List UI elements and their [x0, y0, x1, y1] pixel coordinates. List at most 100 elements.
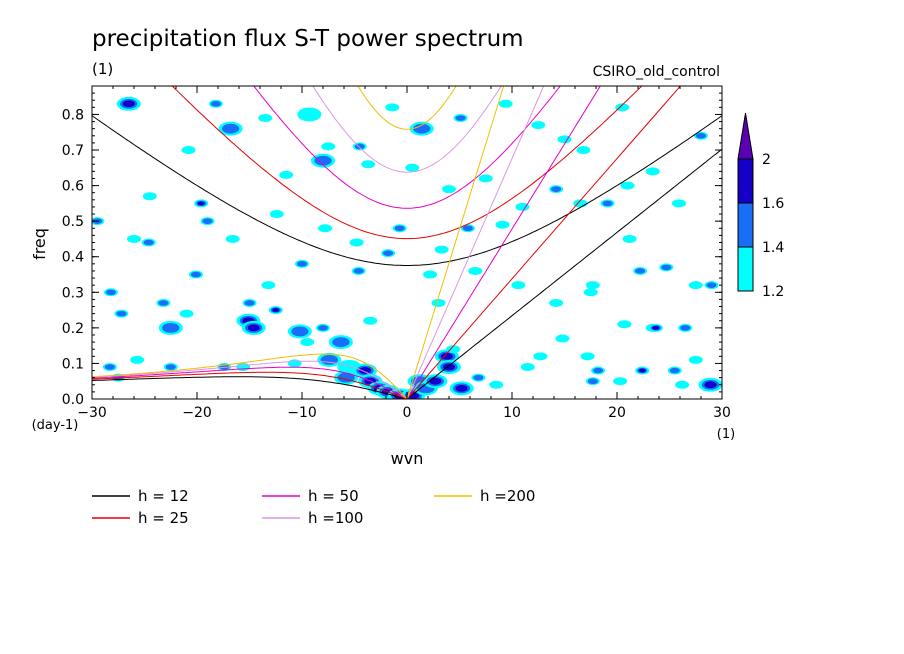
- rossby-wave-curve: [92, 360, 408, 399]
- x-tick-label: −20: [182, 405, 212, 421]
- power-contour: [297, 107, 322, 122]
- power-contour: [385, 103, 400, 112]
- power-contour: [361, 160, 376, 169]
- legend-label: h =100: [308, 509, 363, 527]
- power-contour: [495, 220, 510, 229]
- power-contour: [349, 238, 364, 247]
- power-contour: [622, 234, 637, 243]
- power-contour: [671, 199, 686, 208]
- power-contour: [498, 99, 513, 108]
- power-contour: [413, 123, 431, 134]
- legend: h = 12 h = 25 h = 50 h =100 h =200: [92, 487, 535, 527]
- power-contour: [489, 380, 504, 389]
- power-contour: [359, 367, 371, 374]
- colorbar-label: 1.6: [762, 196, 784, 212]
- power-contour: [638, 368, 646, 373]
- power-contour: [440, 352, 453, 360]
- power-contour: [533, 352, 548, 361]
- power-contour: [576, 146, 591, 155]
- power-contour: [695, 132, 707, 139]
- x-tick-label: −30: [77, 405, 107, 421]
- chart-subtitle-model: CSIRO_old_control: [593, 64, 720, 80]
- power-contour: [661, 264, 672, 271]
- legend-label: h =200: [480, 487, 535, 505]
- power-contour: [258, 114, 273, 123]
- power-contour: [291, 326, 309, 337]
- power-contour: [225, 234, 240, 243]
- power-contour: [221, 123, 240, 134]
- power-contour: [272, 308, 280, 312]
- y-tick-label: 0.5: [62, 214, 84, 230]
- chart-subtitle-unit: (1): [92, 60, 113, 78]
- power-contour: [130, 355, 145, 364]
- kelvin-wave-curve: [406, 86, 682, 399]
- power-contour: [515, 202, 530, 211]
- power-contour: [587, 378, 598, 385]
- x-tick-label: 20: [608, 405, 626, 421]
- power-contour: [583, 288, 598, 297]
- colorbar: 1.2 1.4 1.6 2: [737, 112, 784, 300]
- power-contour: [557, 135, 572, 144]
- power-contour: [179, 309, 194, 318]
- x-axis-label: wvn: [391, 449, 424, 468]
- power-contour: [236, 362, 251, 371]
- axes: −30 −20 −10 0 10 20 30 0.0 0.1 0.2 0.3 0.4 0.5 0.6 0.7…: [62, 85, 731, 421]
- power-contour: [142, 192, 157, 201]
- power-contour: [585, 281, 600, 290]
- power-contour: [165, 364, 176, 370]
- power-contour: [555, 334, 570, 343]
- power-contour: [593, 367, 604, 374]
- power-contour: [279, 170, 294, 179]
- x-tick-label: 0: [403, 405, 412, 421]
- power-contour: [244, 300, 255, 306]
- power-contour: [688, 281, 703, 290]
- power-contour: [143, 239, 154, 246]
- y-axis-unit: (day-1): [32, 418, 79, 433]
- power-contour: [287, 359, 302, 368]
- power-contour: [197, 201, 205, 206]
- power-contour: [190, 271, 201, 278]
- power-contour: [405, 163, 420, 172]
- power-contour: [247, 324, 260, 332]
- y-tick-label: 0.6: [62, 179, 84, 195]
- power-contour: [314, 155, 332, 166]
- power-contour: [549, 298, 564, 307]
- power-contour: [104, 364, 115, 370]
- power-contour: [478, 174, 493, 183]
- power-contour: [321, 142, 336, 151]
- inertio-gravity-wave-curve: [92, 115, 722, 266]
- power-contour: [210, 100, 221, 107]
- colorbar-segment: [737, 202, 754, 248]
- power-contour: [652, 325, 660, 330]
- colorbar-segment: [737, 158, 754, 204]
- power-contour: [617, 320, 632, 329]
- kelvin-wave-curve: [406, 86, 545, 399]
- colorbar-label: 1.2: [762, 284, 784, 300]
- power-contour: [127, 234, 141, 243]
- power-contour: [635, 268, 646, 274]
- x-axis-unit: (1): [717, 427, 735, 442]
- power-contour: [468, 266, 483, 275]
- power-contour: [680, 325, 691, 331]
- power-contour: [620, 181, 635, 190]
- power-contour: [580, 352, 595, 361]
- power-contour: [615, 103, 630, 112]
- legend-label: h = 25: [138, 509, 189, 527]
- y-tick-label: 0.4: [62, 250, 84, 266]
- power-contour: [158, 300, 169, 306]
- power-contour: [394, 225, 405, 232]
- power-contour: [520, 362, 535, 371]
- rossby-wave-curve: [92, 353, 408, 399]
- y-tick-label: 0.7: [62, 143, 84, 159]
- power-contour: [455, 115, 466, 121]
- power-contour: [511, 281, 526, 290]
- colorbar-label: 2: [762, 152, 771, 168]
- x-tick-label: 10: [503, 405, 521, 421]
- power-contour: [429, 377, 442, 385]
- power-contour: [613, 377, 628, 386]
- y-tick-label: 0.3: [62, 285, 84, 301]
- inertio-gravity-wave-curve: [253, 86, 561, 209]
- power-contour: [704, 381, 717, 389]
- power-contour: [300, 338, 315, 347]
- rossby-wave-curve: [92, 376, 408, 399]
